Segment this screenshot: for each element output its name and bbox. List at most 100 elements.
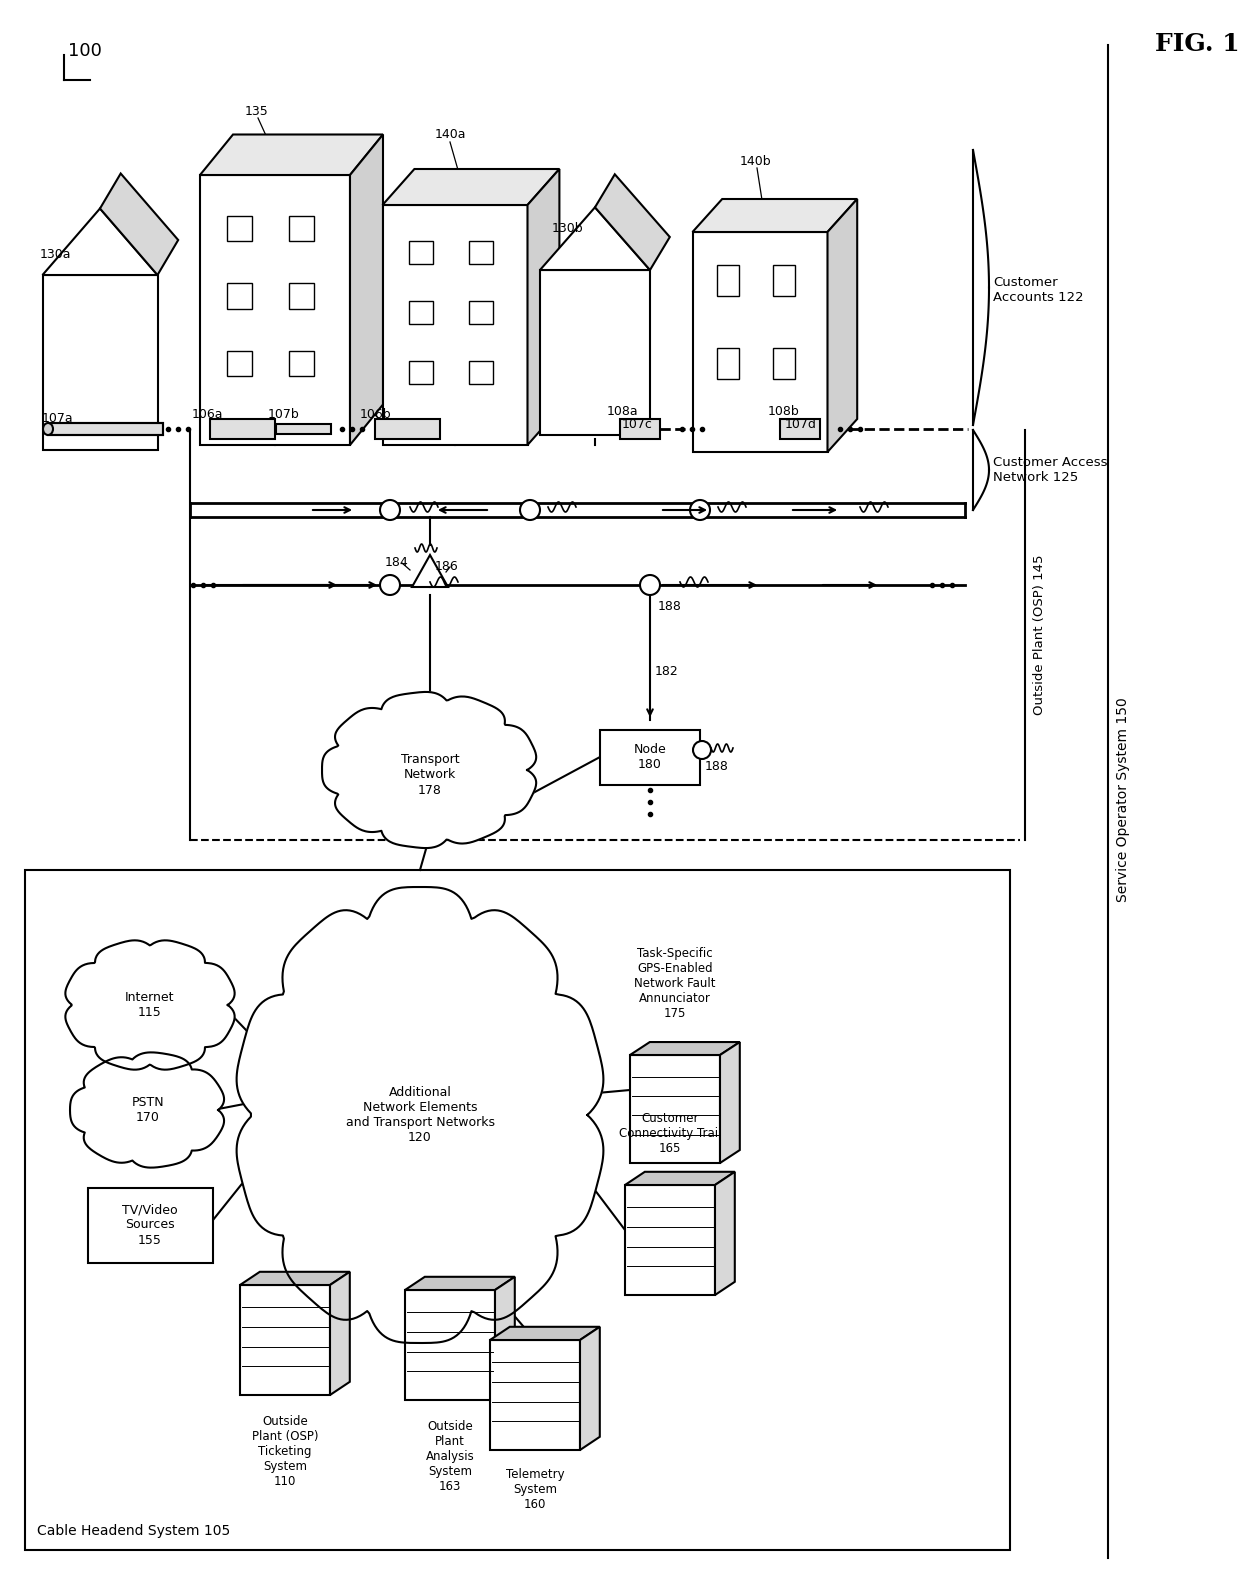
Polygon shape [539, 207, 650, 270]
Text: 184: 184 [384, 556, 409, 568]
Polygon shape [630, 1042, 740, 1055]
Polygon shape [42, 208, 157, 275]
Polygon shape [322, 692, 536, 848]
Polygon shape [490, 1326, 600, 1341]
Polygon shape [241, 1271, 350, 1285]
Bar [42, 275, 157, 450]
Circle shape [640, 575, 660, 595]
Bar [289, 283, 314, 309]
Polygon shape [100, 174, 179, 275]
Polygon shape [69, 1052, 224, 1167]
Text: Customer
Accounts 122: Customer Accounts 122 [993, 276, 1084, 305]
Bar [277, 425, 331, 434]
Polygon shape [527, 169, 559, 445]
Bar [780, 418, 820, 439]
Bar [409, 242, 433, 264]
Bar [241, 1285, 330, 1394]
Text: 188: 188 [706, 759, 729, 774]
Bar [490, 1341, 580, 1450]
Text: Outside
Plant (OSP)
Ticketing
System
110: Outside Plant (OSP) Ticketing System 110 [252, 1415, 319, 1487]
Bar [717, 265, 739, 297]
Polygon shape [200, 134, 383, 175]
Polygon shape [330, 1271, 350, 1394]
Text: 106b: 106b [360, 407, 392, 422]
Polygon shape [412, 554, 448, 587]
Bar [600, 729, 701, 785]
Text: Customer Access
Network 125: Customer Access Network 125 [993, 456, 1107, 485]
Bar [200, 175, 350, 445]
Text: 107b: 107b [268, 407, 300, 422]
Bar [409, 302, 433, 324]
Bar [374, 418, 440, 439]
Text: Telemetry
System
160: Telemetry System 160 [506, 1468, 564, 1511]
Polygon shape [350, 134, 383, 445]
Text: Customer
Connectivity Trail
165: Customer Connectivity Trail 165 [619, 1112, 722, 1154]
Bar [48, 423, 162, 434]
Polygon shape [595, 174, 670, 270]
Bar [773, 265, 795, 297]
Circle shape [693, 741, 711, 759]
Bar [630, 1055, 720, 1164]
Text: Outside
Plant
Analysis
System
163: Outside Plant Analysis System 163 [425, 1420, 475, 1494]
Circle shape [689, 501, 711, 519]
Bar [227, 283, 252, 309]
Circle shape [379, 501, 401, 519]
Bar [88, 1187, 213, 1263]
Polygon shape [237, 887, 604, 1344]
Text: PSTN
170: PSTN 170 [131, 1096, 165, 1124]
Bar [692, 232, 827, 452]
Text: 107d: 107d [785, 418, 817, 431]
Bar [227, 351, 252, 376]
Bar [620, 418, 660, 439]
Text: TV/Video
Sources
155: TV/Video Sources 155 [123, 1203, 177, 1246]
Bar [773, 347, 795, 379]
Polygon shape [720, 1042, 740, 1164]
Circle shape [379, 575, 401, 595]
Text: Internet
115: Internet 115 [125, 992, 175, 1018]
Text: Additional
Network Elements
and Transport Networks
120: Additional Network Elements and Transpor… [346, 1086, 495, 1145]
Bar [405, 1290, 495, 1401]
Text: 107c: 107c [622, 418, 653, 431]
Bar [717, 347, 739, 379]
Text: 106a: 106a [192, 407, 223, 422]
Bar [210, 418, 275, 439]
Circle shape [520, 501, 539, 519]
Polygon shape [405, 1277, 515, 1290]
Text: 140a: 140a [435, 128, 466, 141]
Text: 108a: 108a [608, 404, 639, 418]
Text: 186: 186 [435, 561, 459, 573]
Bar [48, 423, 162, 434]
Bar [625, 1184, 715, 1295]
Text: Transport
Network
178: Transport Network 178 [401, 753, 459, 796]
Bar [289, 215, 314, 242]
Bar [469, 362, 492, 384]
Polygon shape [66, 941, 234, 1069]
Text: Task-Specific
GPS-Enabled
Network Fault
Annunciator
175: Task-Specific GPS-Enabled Network Fault … [634, 947, 715, 1020]
Text: FIG. 1: FIG. 1 [1154, 32, 1240, 55]
Bar [409, 362, 433, 384]
Bar [469, 302, 492, 324]
Polygon shape [495, 1277, 515, 1401]
Text: Outside Plant (OSP) 145: Outside Plant (OSP) 145 [1033, 554, 1047, 715]
Polygon shape [382, 169, 559, 205]
Text: Service Operator System 150: Service Operator System 150 [1116, 698, 1130, 902]
Text: 140b: 140b [740, 155, 771, 167]
Polygon shape [692, 199, 857, 232]
Text: 130a: 130a [40, 248, 72, 261]
Ellipse shape [43, 423, 53, 434]
Text: 100: 100 [68, 43, 102, 60]
Bar [25, 870, 1011, 1551]
Text: 108b: 108b [768, 404, 800, 418]
Text: 188: 188 [658, 600, 682, 613]
Polygon shape [580, 1326, 600, 1450]
Bar [469, 242, 492, 264]
Text: 107a: 107a [42, 412, 73, 425]
Bar [539, 270, 650, 434]
Bar [227, 215, 252, 242]
Bar [289, 351, 314, 376]
Text: 130b: 130b [552, 223, 584, 235]
Text: Cable Headend System 105: Cable Headend System 105 [37, 1524, 231, 1538]
Polygon shape [827, 199, 857, 452]
Text: 135: 135 [246, 104, 269, 118]
Bar [382, 205, 527, 445]
